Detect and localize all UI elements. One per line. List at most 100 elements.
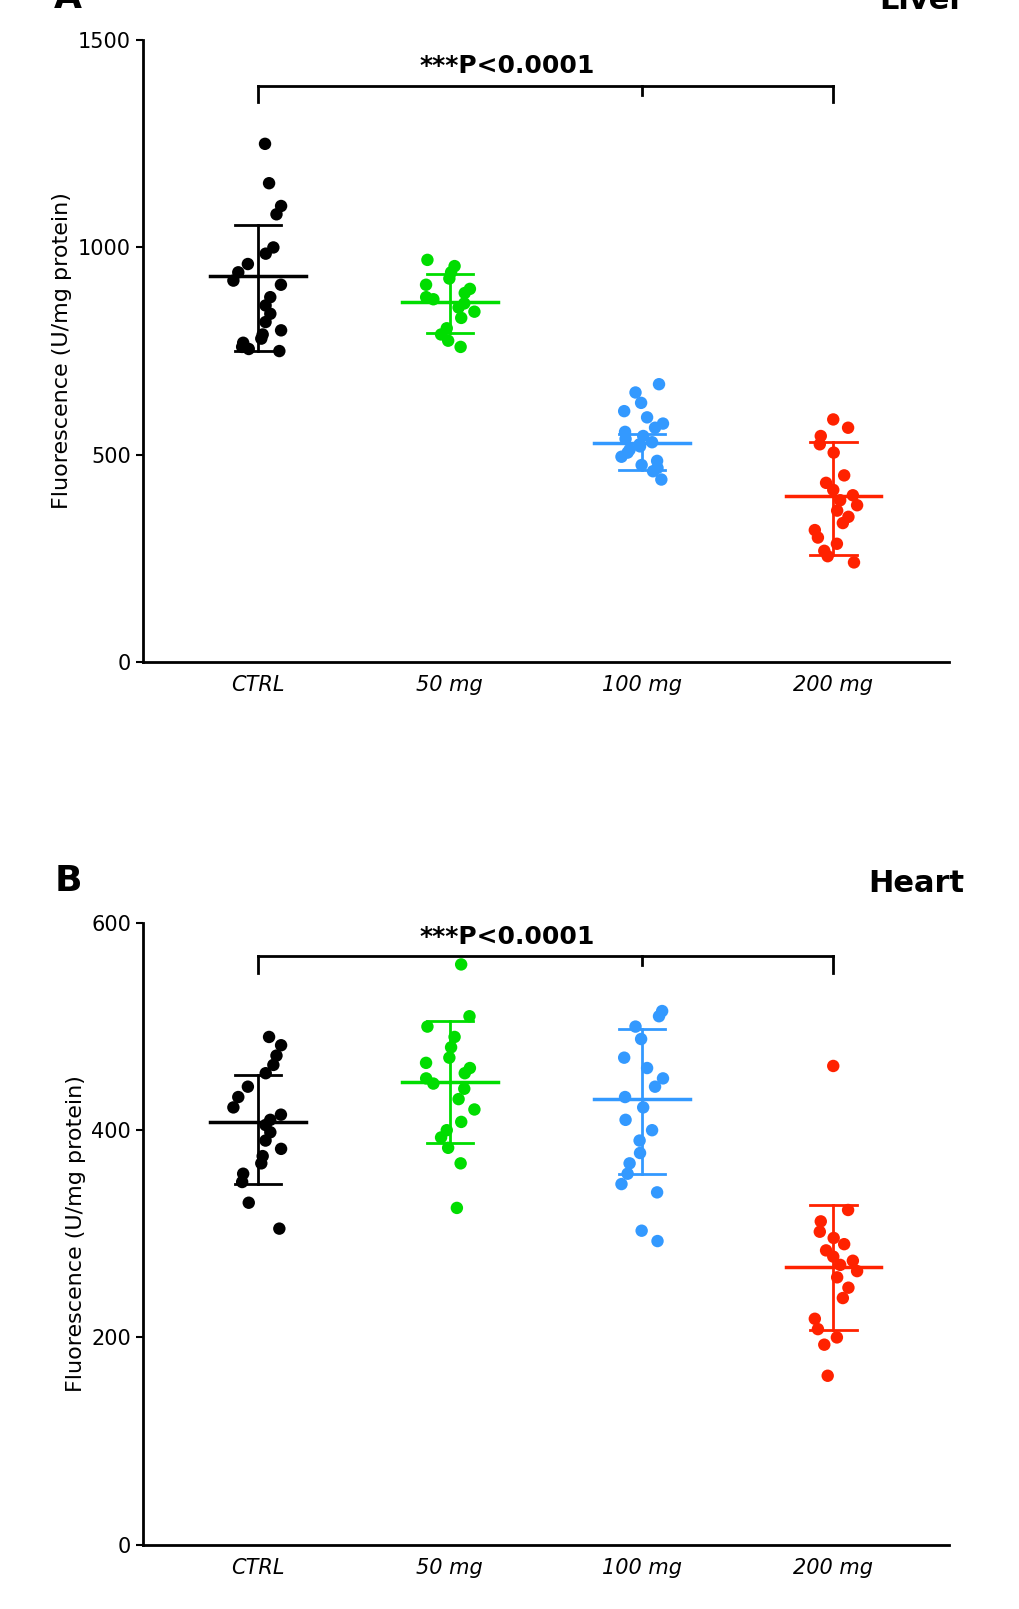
Point	[612, 1171, 629, 1197]
Point	[840, 1274, 856, 1300]
Point	[638, 1056, 654, 1081]
Point	[452, 1109, 469, 1134]
Point	[273, 1136, 289, 1162]
Point	[239, 251, 256, 277]
Point	[273, 1033, 289, 1059]
Point	[457, 1060, 473, 1086]
Point	[654, 1065, 671, 1091]
Text: ***P<0.0001: ***P<0.0001	[419, 925, 594, 949]
Point	[834, 510, 850, 536]
Point	[652, 467, 668, 492]
Point	[631, 1128, 647, 1154]
Point	[824, 1224, 841, 1250]
Point	[836, 462, 852, 488]
Point	[441, 265, 458, 291]
Point	[441, 1044, 458, 1070]
Point	[824, 407, 841, 433]
Point	[418, 272, 434, 298]
Point	[455, 1076, 472, 1102]
Point	[230, 259, 247, 285]
Point	[811, 431, 827, 457]
Point	[462, 277, 478, 302]
Point	[233, 1170, 250, 1195]
Point	[258, 241, 274, 267]
Point	[466, 299, 482, 325]
Point	[648, 1179, 664, 1205]
Point	[425, 1070, 441, 1096]
Point	[225, 1094, 242, 1120]
Point	[619, 1160, 635, 1186]
Point	[646, 415, 662, 441]
Text: Heart: Heart	[868, 869, 964, 898]
Point	[832, 488, 848, 513]
Point	[452, 951, 469, 977]
Point	[818, 1363, 835, 1389]
Point	[633, 1218, 649, 1244]
Point	[827, 531, 844, 557]
Point	[627, 1014, 643, 1039]
Point	[839, 1197, 855, 1223]
Point	[233, 335, 250, 360]
Point	[272, 1102, 288, 1128]
Point	[806, 516, 822, 542]
Point	[262, 1107, 278, 1133]
Y-axis label: Fluorescence (U/mg protein): Fluorescence (U/mg protein)	[52, 193, 72, 510]
Point	[650, 372, 666, 397]
Point	[255, 1144, 271, 1170]
Point	[438, 315, 454, 341]
Point	[272, 272, 288, 298]
Point	[225, 267, 242, 293]
Point	[239, 1073, 256, 1099]
Point	[419, 1014, 435, 1039]
Point	[638, 404, 654, 430]
Point	[253, 325, 269, 351]
Point	[616, 418, 633, 444]
Y-axis label: Fluorescence (U/mg protein): Fluorescence (U/mg protein)	[65, 1075, 86, 1392]
Point	[466, 1097, 482, 1123]
Point	[654, 410, 671, 436]
Point	[631, 431, 647, 457]
Point	[230, 1084, 247, 1110]
Point	[439, 328, 455, 354]
Point	[446, 253, 463, 278]
Point	[616, 1107, 633, 1133]
Point	[442, 259, 459, 285]
Point	[234, 1160, 251, 1186]
Point	[438, 1117, 454, 1142]
Point	[621, 1150, 637, 1176]
Point	[812, 1208, 828, 1234]
Point	[812, 423, 828, 449]
Point	[836, 1231, 852, 1257]
Point	[450, 1086, 467, 1112]
Point	[452, 306, 469, 331]
Text: B: B	[54, 864, 82, 898]
Point	[635, 1094, 651, 1120]
Point	[839, 415, 855, 441]
Point	[271, 338, 287, 364]
Point	[635, 423, 651, 449]
Point	[844, 1249, 860, 1274]
Point	[273, 193, 289, 219]
Point	[824, 439, 841, 465]
Point	[615, 1044, 632, 1070]
Point	[649, 1228, 665, 1253]
Point	[806, 1307, 822, 1332]
Point	[418, 285, 434, 311]
Point	[615, 399, 632, 425]
Point	[258, 1060, 274, 1086]
Point	[627, 380, 643, 405]
Point	[419, 248, 435, 274]
Point	[631, 1141, 647, 1167]
Point	[240, 336, 257, 362]
Point	[262, 1120, 278, 1146]
Point	[848, 492, 864, 518]
Point	[844, 483, 860, 508]
Point	[633, 1027, 649, 1052]
Point	[643, 430, 659, 455]
Point	[818, 544, 835, 570]
Point	[616, 426, 633, 452]
Point	[633, 389, 649, 415]
Point	[452, 335, 469, 360]
Point	[446, 1023, 463, 1049]
Point	[845, 550, 861, 576]
